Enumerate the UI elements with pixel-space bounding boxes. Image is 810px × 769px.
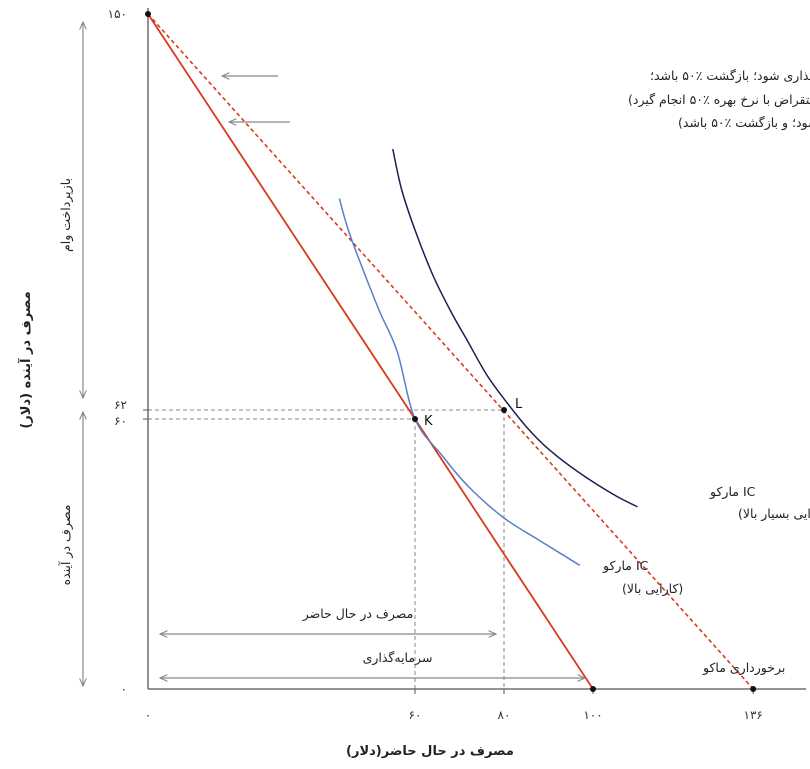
point-l bbox=[501, 407, 507, 413]
y-tick-label: ۶۰ bbox=[114, 414, 127, 428]
ic-high-efficiency-curve bbox=[338, 198, 581, 566]
point-marker bbox=[145, 11, 151, 17]
x-tick-label: ۸۰ bbox=[498, 708, 511, 722]
y-axis-title: مصرف در آینده (دلار) bbox=[17, 291, 34, 428]
ic-high-label-line2: (کارایی بالا) bbox=[622, 581, 683, 597]
points-layer: KL bbox=[145, 11, 757, 692]
labels: برخورداری ماکو FF (در حالتی که غله سرمایه… bbox=[222, 68, 810, 676]
point-marker bbox=[590, 686, 596, 692]
investment-bracket-label: سرمایه‌گذاری bbox=[363, 650, 433, 666]
ff-invest-borrow-label-line2: و استقراض با نرخ بهره ٪۵۰ انجام گیرد) bbox=[628, 92, 810, 108]
ic-very-high-label-line1: IC مارکو bbox=[709, 484, 756, 500]
x-tick-label: ۶۰ bbox=[409, 708, 422, 722]
x-axis-title: مصرف در حال حاضر(دلار) bbox=[346, 744, 514, 759]
ff-investment-line bbox=[147, 13, 594, 690]
axes: ۰ ۶۰ ۸۰ ۱۰۰ ۱۳۶ ۰ ۶۰ ۶۲ ۱۵۰ مصرف در حال حاضر(دلار… bbox=[17, 7, 806, 759]
point-marker bbox=[750, 686, 757, 692]
point-k bbox=[412, 416, 418, 422]
x-tick-label: ۱۳۶ bbox=[744, 708, 763, 722]
current-consumption-bracket-label: مصرف در حال حاضر bbox=[302, 606, 414, 622]
x-tick-label: ۰ bbox=[145, 708, 151, 722]
y-tick-label: ۶۲ bbox=[114, 398, 127, 412]
y-tick-label: ۰ bbox=[121, 682, 127, 696]
endowment-label: برخورداری ماکو bbox=[702, 660, 785, 676]
point-l-label: L bbox=[515, 397, 523, 412]
loan-repayment-bracket-label: بازپرداخت وام bbox=[58, 178, 74, 252]
ic-very-high-efficiency-curve bbox=[392, 148, 638, 508]
brackets: مصرف در حال حاضر سرمایه‌گذاری بازپرداخت وا… bbox=[58, 22, 585, 686]
ff-invest-borrow-label-line1: FF (در حالتی که غله سرمایه‌گذاری شود؛ با… bbox=[650, 68, 810, 84]
x-tick-label: ۱۰۰ bbox=[583, 708, 602, 722]
guide-lines bbox=[148, 409, 505, 689]
future-consumption-bracket-label: مصرف در آینده bbox=[58, 505, 74, 586]
ff-investment-label: FF (در حالتی که غله سرمایه‌گذاری شود؛ و … bbox=[678, 115, 810, 131]
point-k-label: K bbox=[424, 414, 433, 429]
ic-high-label-line1: IC مارکو bbox=[602, 558, 649, 574]
y-tick-label: ۱۵۰ bbox=[108, 7, 127, 21]
ic-very-high-label-line2: (کارایی بسیار بالا) bbox=[738, 506, 810, 522]
